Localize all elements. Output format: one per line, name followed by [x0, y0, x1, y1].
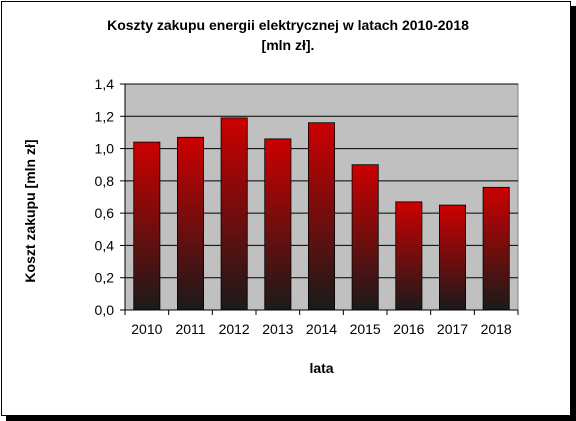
bar-2010: [133, 141, 161, 311]
x-tick-label: 2014: [306, 321, 337, 337]
bar-2016: [395, 201, 423, 311]
y-tick-label: 1,4: [95, 76, 115, 92]
bar-2017: [438, 204, 466, 311]
x-tick-label: 2012: [219, 321, 250, 337]
y-tick-label: 1,0: [95, 141, 115, 157]
x-tick-label: 2015: [350, 321, 381, 337]
x-tick-label: 2011: [175, 321, 205, 337]
chart-title-line-1: Koszty zakupu energii elektrycznej w lat…: [107, 17, 469, 33]
chart-title-line-2: [mln zł].: [261, 37, 315, 53]
x-tick-label: 2013: [262, 321, 293, 337]
bar-2011: [176, 136, 204, 311]
y-tick-label: 0,2: [95, 270, 115, 286]
bar-2018: [482, 186, 510, 311]
bar-2014: [307, 122, 335, 311]
bar-2013: [264, 138, 292, 311]
y-tick-label: 0,8: [95, 173, 115, 189]
y-tick-label: 0,6: [95, 205, 115, 221]
y-axis-title: Koszt zakupu [mln zł]: [22, 139, 38, 282]
y-tick-label: 1,2: [95, 108, 115, 124]
bar-2015: [351, 164, 379, 311]
bar-2012: [220, 117, 248, 311]
x-tick-label: 2016: [393, 321, 424, 337]
x-tick-label: 2010: [131, 321, 162, 337]
x-axis-title: lata: [309, 360, 333, 376]
y-tick-label: 0,0: [95, 302, 115, 318]
x-tick-label: 2017: [437, 321, 468, 337]
x-tick-label: 2018: [481, 321, 512, 337]
y-tick-label: 0,4: [95, 237, 115, 253]
